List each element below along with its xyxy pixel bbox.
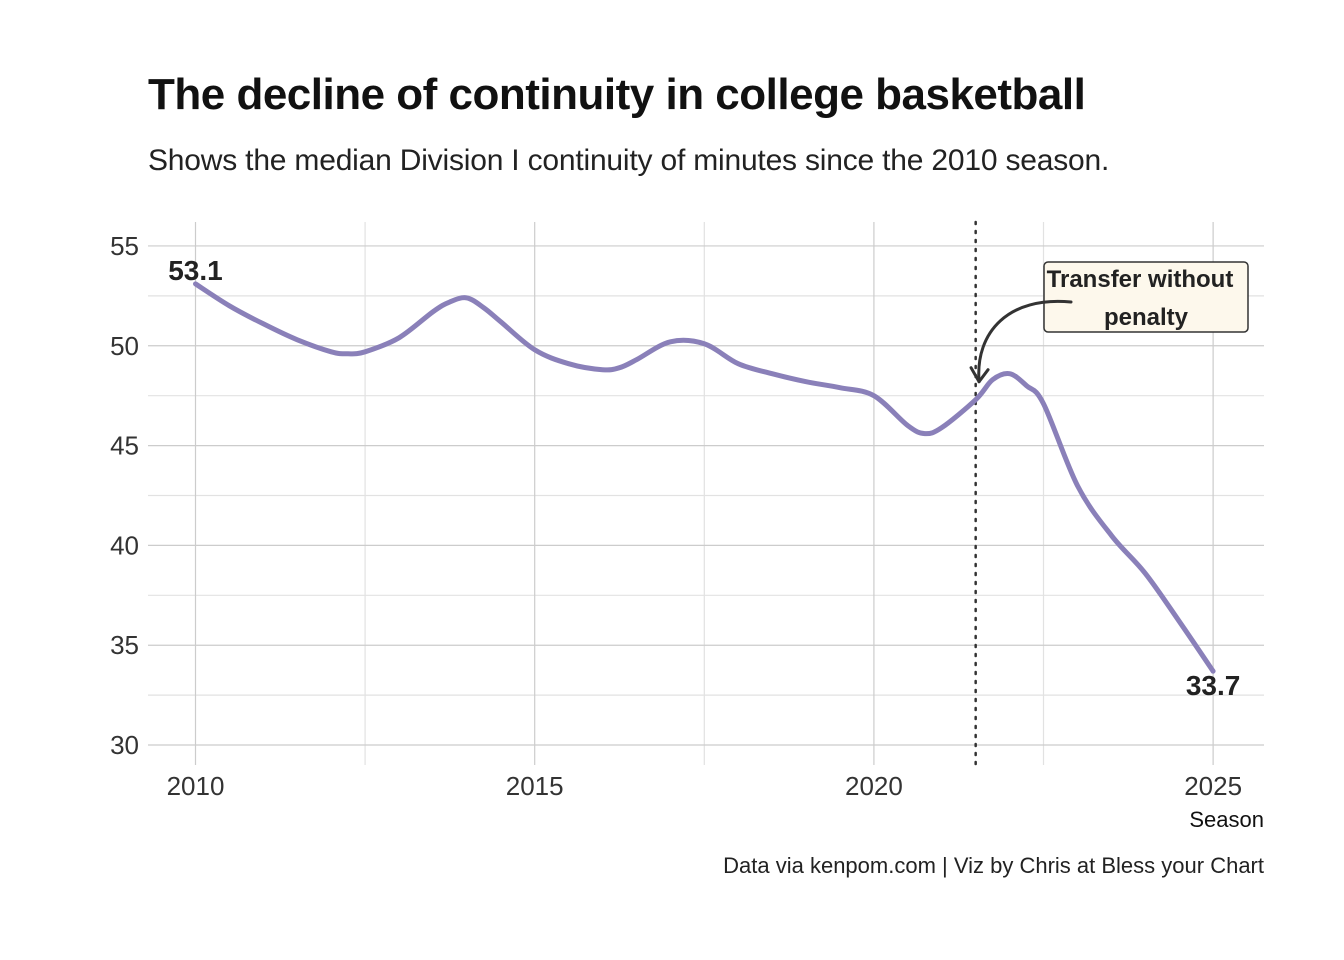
continuity-series-line <box>193 281 1216 674</box>
minor-gridlines <box>148 222 1264 765</box>
source-caption: Data via kenpom.com | Viz by Chris at Bl… <box>723 853 1264 878</box>
start-value-label: 53.1 <box>168 255 223 286</box>
x-axis-ticks: 2010 2015 2020 2025 <box>167 771 1242 801</box>
x-tick-label: 2015 <box>506 771 564 801</box>
x-axis-title: Season <box>1189 807 1264 832</box>
y-tick-label: 30 <box>110 730 139 760</box>
chart-subtitle: Shows the median Division I continuity o… <box>148 144 1110 177</box>
annotation-text-line-2: penalty <box>1104 304 1189 331</box>
y-tick-label: 45 <box>110 431 139 461</box>
annotation-arrow <box>977 299 1073 384</box>
annotation-text-line-1: Transfer without <box>1047 266 1234 293</box>
end-value-label: 33.7 <box>1186 670 1241 701</box>
chart-title: The decline of continuity in college bas… <box>148 70 1086 119</box>
y-tick-label: 55 <box>110 231 139 261</box>
y-tick-label: 50 <box>110 331 139 361</box>
y-tick-label: 35 <box>110 630 139 660</box>
y-axis-ticks: 30 35 40 45 50 55 <box>110 231 139 760</box>
x-tick-label: 2010 <box>167 771 225 801</box>
annotation-arrowhead <box>969 366 990 384</box>
annotation-box <box>1043 261 1249 333</box>
x-tick-label: 2025 <box>1184 771 1242 801</box>
y-tick-label: 40 <box>110 530 139 560</box>
transfer-annotation: Transfer without penalty <box>969 261 1249 384</box>
x-tick-label: 2020 <box>845 771 903 801</box>
